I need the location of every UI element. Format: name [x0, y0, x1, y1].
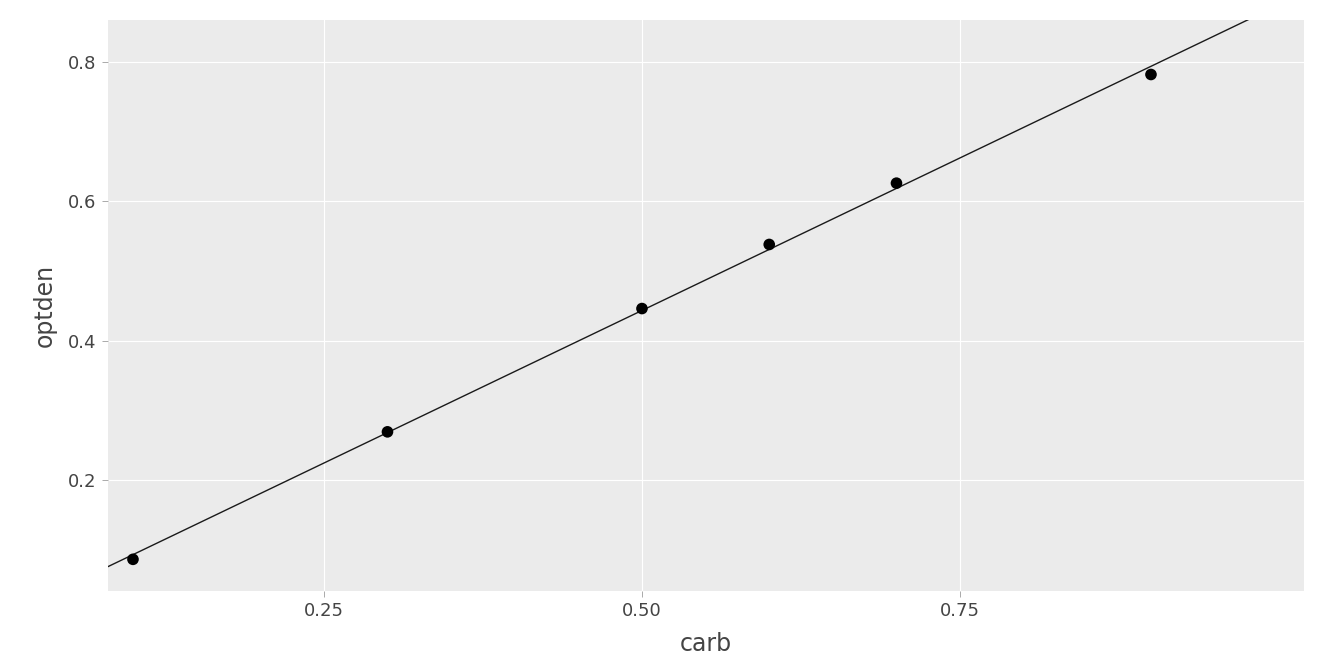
X-axis label: carb: carb	[680, 632, 731, 656]
Point	[122, 554, 144, 564]
Point	[376, 427, 398, 437]
Point	[1140, 69, 1161, 80]
Y-axis label: optden: optden	[32, 264, 56, 347]
Point	[632, 303, 653, 314]
Point	[886, 178, 907, 189]
Point	[758, 239, 780, 250]
